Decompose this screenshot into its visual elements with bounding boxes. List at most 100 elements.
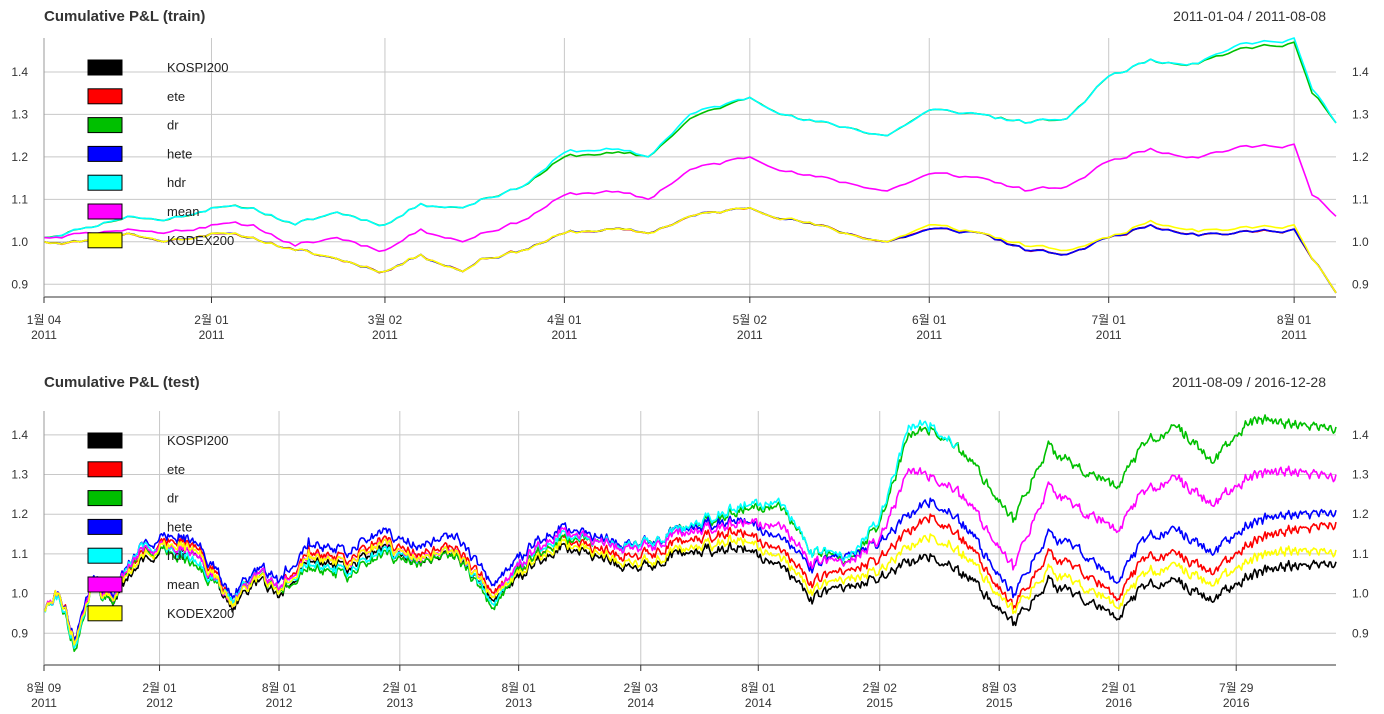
train-panel: Cumulative P&L (train) 2011-01-04 / 2011… bbox=[11, 8, 1369, 342]
y-tick-label-right: 1.4 bbox=[1352, 428, 1369, 442]
legend-swatch-ete bbox=[87, 461, 123, 478]
y-tick-label-left: 1.0 bbox=[11, 235, 28, 249]
legend-swatch-hdr bbox=[87, 547, 123, 564]
series-line-hdr bbox=[43, 419, 959, 649]
series-line-hdr bbox=[43, 37, 1337, 239]
date-range-label: 2011-01-04 / 2011-08-08 bbox=[1173, 8, 1326, 24]
y-tick-label-left: 1.2 bbox=[11, 507, 28, 521]
y-tick-label-left: 1.0 bbox=[11, 587, 28, 601]
y-tick-label-left: 1.1 bbox=[11, 547, 28, 561]
x-tick-year: 2016 bbox=[1105, 696, 1132, 710]
x-tick-label: 6월 01 bbox=[912, 313, 947, 327]
x-tick-label: 8월 01 bbox=[262, 681, 297, 695]
legend-swatch-kospi200 bbox=[87, 432, 123, 449]
series-lines bbox=[43, 414, 1337, 652]
legend-swatch-ete bbox=[87, 88, 123, 105]
legend-label-hete: hete bbox=[167, 146, 192, 161]
x-tick-label: 1월 04 bbox=[27, 313, 62, 327]
legend-swatch-kospi200 bbox=[87, 59, 123, 76]
legend-label-mean: mean bbox=[167, 577, 200, 592]
axes: 0.9 0.9 1.0 1.0 1.1 1.1 1.2 1.2 1.3 1.3 1.4 1.4 8월 0… bbox=[11, 411, 1369, 710]
series-line-hete bbox=[43, 207, 1337, 294]
series-line-mean bbox=[43, 143, 1337, 253]
gridlines bbox=[44, 38, 1336, 297]
y-tick-label-right: 1.4 bbox=[1352, 65, 1369, 79]
legend-label-ete: ete bbox=[167, 89, 185, 104]
legend-swatch-dr bbox=[87, 490, 123, 507]
x-tick-label: 7월 01 bbox=[1092, 313, 1127, 327]
legend-label-hdr: hdr bbox=[167, 548, 186, 563]
x-tick-year: 2015 bbox=[986, 696, 1013, 710]
y-tick-label-left: 1.4 bbox=[11, 65, 28, 79]
x-tick-label: 4월 01 bbox=[547, 313, 582, 327]
legend: KOSPI200 ete dr hete hdr mean KODEX200 bbox=[87, 59, 234, 249]
x-tick-year: 2014 bbox=[627, 696, 654, 710]
y-tick-label-right: 0.9 bbox=[1352, 277, 1369, 291]
series-line-kospi200 bbox=[43, 207, 1337, 294]
y-tick-label-right: 1.0 bbox=[1352, 235, 1369, 249]
x-tick-label: 8월 03 bbox=[982, 681, 1017, 695]
x-tick-label: 2월 01 bbox=[194, 313, 229, 327]
series-line-kodex200 bbox=[43, 533, 1337, 646]
legend-swatch-hete bbox=[87, 145, 123, 162]
y-tick-label-left: 1.4 bbox=[11, 428, 28, 442]
x-tick-year: 2011 bbox=[916, 328, 942, 342]
legend-label-mean: mean bbox=[167, 204, 200, 219]
y-tick-label-right: 0.9 bbox=[1352, 626, 1369, 640]
x-tick-label: 3월 02 bbox=[368, 313, 403, 327]
x-tick-label: 2월 01 bbox=[383, 681, 418, 695]
x-tick-year: 2012 bbox=[266, 696, 293, 710]
x-tick-label: 8월 01 bbox=[741, 681, 776, 695]
series-line-kodex200 bbox=[43, 207, 1337, 294]
test-panel: Cumulative P&L (test) 2011-08-09 / 2016-… bbox=[11, 374, 1369, 710]
series-lines bbox=[43, 37, 1337, 294]
x-tick-year: 2015 bbox=[866, 696, 893, 710]
legend-swatch-dr bbox=[87, 117, 123, 134]
x-tick-year: 2011 bbox=[199, 328, 225, 342]
legend: KOSPI200 ete dr hete hdr mean KODEX200 bbox=[87, 432, 234, 622]
series-line-mean bbox=[43, 465, 1337, 646]
legend-label-dr: dr bbox=[167, 491, 179, 506]
legend-label-kospi200: KOSPI200 bbox=[167, 60, 228, 75]
legend-label-ete: ete bbox=[167, 462, 185, 477]
x-tick-label: 8월 01 bbox=[501, 681, 536, 695]
y-tick-label-right: 1.1 bbox=[1352, 192, 1369, 206]
x-tick-label: 5월 02 bbox=[733, 313, 768, 327]
legend-swatch-hdr bbox=[87, 174, 123, 191]
y-tick-label-left: 1.2 bbox=[11, 150, 28, 164]
chart-title: Cumulative P&L (train) bbox=[44, 8, 205, 25]
legend-swatch-hete bbox=[87, 518, 123, 535]
x-tick-year: 2011 bbox=[1096, 328, 1122, 342]
legend-label-hete: hete bbox=[167, 519, 192, 534]
legend-label-kospi200: KOSPI200 bbox=[167, 433, 228, 448]
x-tick-label: 2월 01 bbox=[1101, 681, 1136, 695]
x-tick-year: 2011 bbox=[31, 328, 57, 342]
y-tick-label-left: 1.1 bbox=[11, 192, 28, 206]
date-range-label: 2011-08-09 / 2016-12-28 bbox=[1172, 374, 1326, 390]
y-tick-label-right: 1.3 bbox=[1352, 468, 1369, 482]
x-tick-year: 2013 bbox=[505, 696, 532, 710]
x-tick-year: 2011 bbox=[31, 696, 57, 710]
y-tick-label-right: 1.3 bbox=[1352, 107, 1369, 121]
x-tick-year: 2011 bbox=[1281, 328, 1307, 342]
legend-swatch-kodex200 bbox=[87, 605, 123, 622]
x-tick-year: 2014 bbox=[745, 696, 772, 710]
legend-label-kodex200: KODEX200 bbox=[167, 233, 234, 248]
x-tick-year: 2016 bbox=[1223, 696, 1250, 710]
chart-title: Cumulative P&L (test) bbox=[44, 374, 200, 391]
y-tick-label-left: 1.3 bbox=[11, 468, 28, 482]
x-tick-label: 2월 01 bbox=[142, 681, 177, 695]
y-tick-label-right: 1.0 bbox=[1352, 587, 1369, 601]
x-tick-year: 2011 bbox=[737, 328, 763, 342]
series-line-kospi200 bbox=[43, 541, 1337, 646]
y-tick-label-right: 1.1 bbox=[1352, 547, 1369, 561]
legend-label-dr: dr bbox=[167, 118, 179, 133]
x-tick-label: 8월 01 bbox=[1277, 313, 1312, 327]
legend-swatch-mean bbox=[87, 576, 123, 593]
y-tick-label-right: 1.2 bbox=[1352, 507, 1369, 521]
legend-swatch-kodex200 bbox=[87, 232, 123, 249]
x-tick-year: 2013 bbox=[386, 696, 413, 710]
x-tick-label: 2월 03 bbox=[624, 681, 659, 695]
x-tick-year: 2011 bbox=[372, 328, 398, 342]
